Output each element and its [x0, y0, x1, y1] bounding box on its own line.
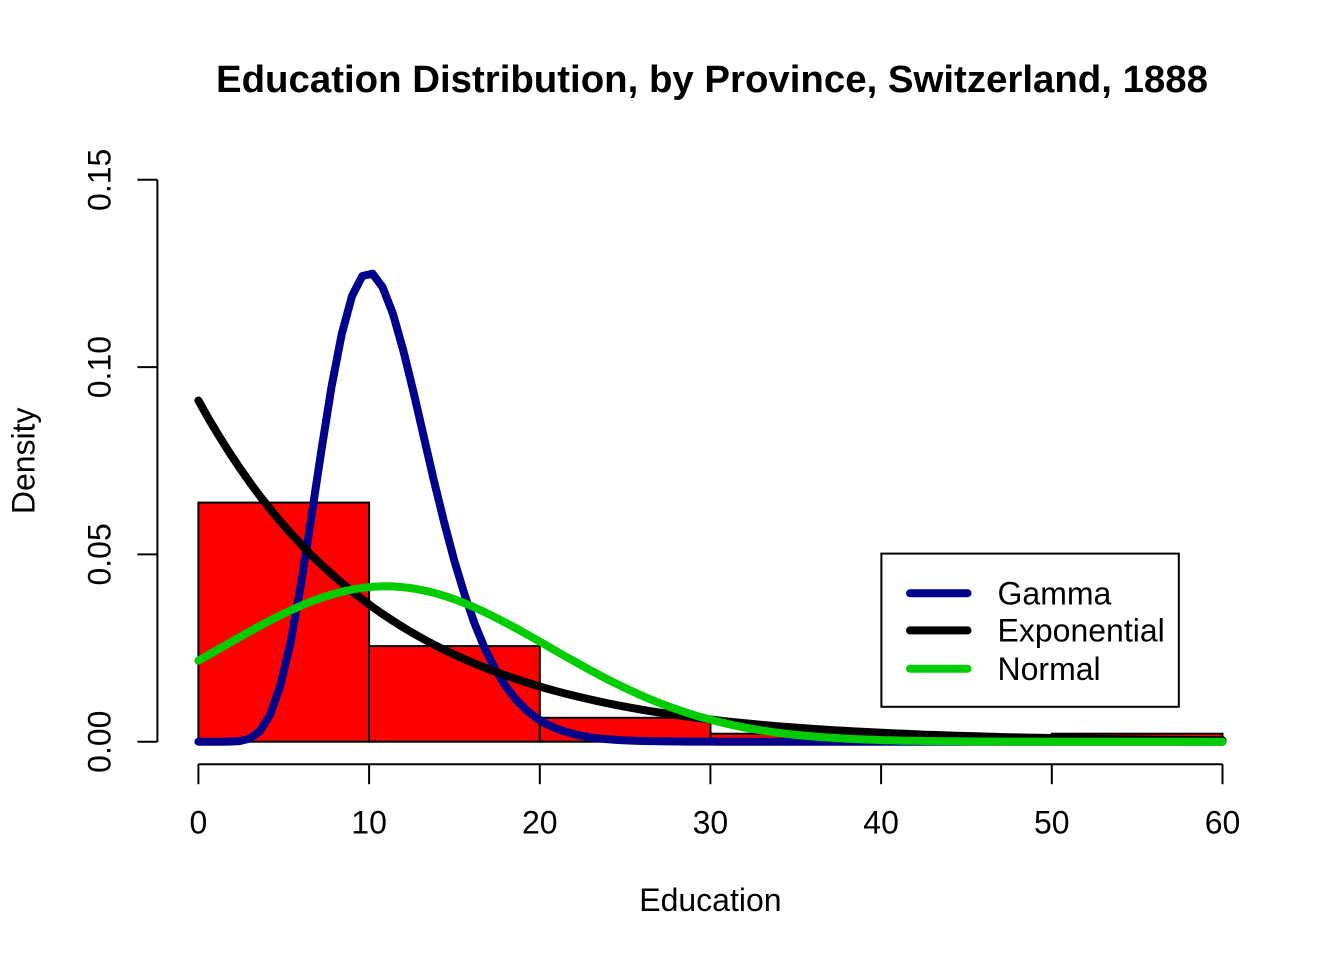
svg-text:Normal: Normal [998, 651, 1101, 687]
svg-text:10: 10 [351, 805, 387, 841]
svg-text:0.05: 0.05 [82, 523, 118, 585]
svg-text:Exponential: Exponential [998, 613, 1165, 649]
svg-text:0.00: 0.00 [82, 711, 118, 773]
svg-text:50: 50 [1034, 805, 1070, 841]
svg-text:0.15: 0.15 [82, 149, 118, 211]
svg-text:0: 0 [190, 805, 208, 841]
svg-text:Density: Density [5, 407, 41, 514]
svg-text:40: 40 [863, 805, 899, 841]
svg-text:0.10: 0.10 [82, 336, 118, 398]
svg-text:60: 60 [1205, 805, 1241, 841]
svg-text:20: 20 [522, 805, 558, 841]
svg-text:Education Distribution, by Pro: Education Distribution, by Province, Swi… [216, 58, 1208, 101]
svg-text:30: 30 [693, 805, 729, 841]
svg-text:Education: Education [639, 882, 781, 918]
svg-text:Gamma: Gamma [998, 575, 1112, 611]
